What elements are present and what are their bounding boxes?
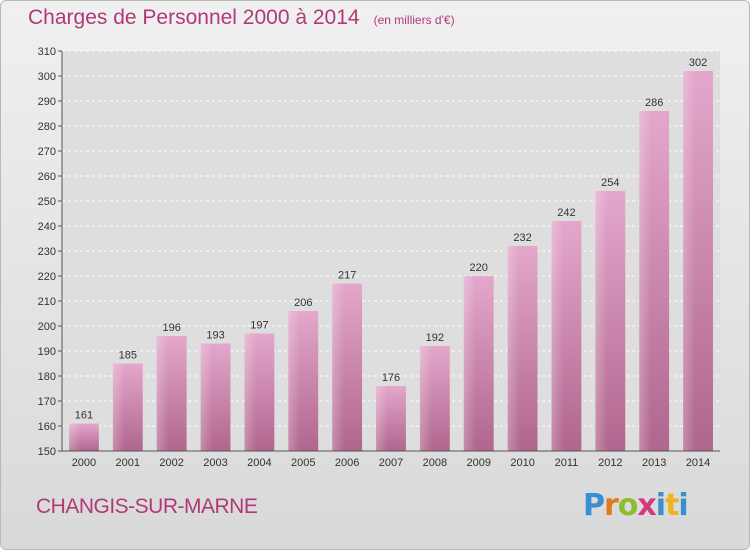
chart-title: Charges de Personnel 2000 à 2014 (en mill… [28, 6, 455, 30]
bar-value-label: 302 [689, 57, 707, 69]
x-tick-label: 2006 [335, 457, 359, 469]
x-tick-label: 2007 [379, 457, 403, 469]
bar-value-label: 206 [294, 297, 312, 309]
x-tick-label: 2011 [555, 457, 579, 469]
y-tick-label: 190 [38, 346, 56, 358]
x-tick-label: 2002 [159, 457, 183, 469]
x-tick-label: 2001 [116, 457, 140, 469]
bar-highlight [507, 246, 520, 451]
bar-highlight [332, 283, 345, 451]
bar-value-label: 193 [206, 330, 224, 342]
bar-value-label: 176 [382, 372, 400, 384]
x-tick-label: 2009 [466, 457, 490, 469]
commune-name: CHANGIS-SUR-MARNE [36, 495, 258, 518]
bar-value-label: 232 [513, 232, 531, 244]
bar-value-label: 217 [338, 270, 356, 282]
chart-title-text: Charges de Personnel 2000 à 2014 [28, 6, 360, 29]
proxiti-logo[interactable]: Proxiti [583, 488, 689, 523]
bar-value-label: 185 [119, 350, 137, 362]
bar-highlight [244, 333, 257, 451]
bar-highlight [200, 343, 213, 451]
bar-highlight [112, 363, 125, 451]
y-tick-label: 250 [38, 196, 56, 208]
y-tick-label: 310 [38, 46, 56, 58]
bar-highlight [595, 191, 608, 451]
x-tick-label: 2004 [247, 457, 271, 469]
bar-value-label: 286 [645, 97, 663, 109]
bar-highlight [376, 386, 389, 451]
bar-value-label: 220 [470, 262, 488, 274]
x-tick-label: 2003 [203, 457, 227, 469]
y-tick-label: 240 [38, 221, 56, 233]
bar-highlight [419, 346, 432, 451]
y-tick-label: 300 [38, 71, 56, 83]
bar-value-label: 242 [557, 207, 575, 219]
y-tick-label: 230 [38, 246, 56, 258]
x-tick-label: 2010 [510, 457, 534, 469]
x-tick-label: 2013 [642, 457, 666, 469]
bar-highlight [639, 111, 652, 451]
bar-highlight [683, 71, 696, 451]
bar-highlight [463, 276, 476, 451]
bar-value-label: 254 [601, 177, 619, 189]
x-axis: 2000 2001 2002 2003 2004 2005 2006 2007 2008 2009… [62, 450, 720, 469]
y-tick-label: 280 [38, 121, 56, 133]
y-tick-label: 260 [38, 171, 56, 183]
x-tick-label: 2005 [291, 457, 315, 469]
y-tick-label: 160 [38, 421, 56, 433]
x-tick-label: 2014 [686, 457, 710, 469]
x-tick-label: 2012 [598, 457, 622, 469]
y-tick-label: 170 [38, 396, 56, 408]
y-tick-label: 150 [38, 446, 56, 458]
y-axis: 150 160 170 180 190 200 210 220 230 240 250 260 270 2… [38, 46, 63, 458]
x-tick-label: 2008 [423, 457, 447, 469]
y-tick-label: 290 [38, 96, 56, 108]
bars: 161 185 196 193 197 206 217 176 192 220 232 242 254 2… [69, 57, 713, 451]
x-tick-label: 2000 [72, 457, 96, 469]
y-tick-label: 220 [38, 271, 56, 283]
bar-highlight [551, 221, 564, 451]
bar-value-label: 196 [162, 322, 180, 334]
y-tick-label: 210 [38, 296, 56, 308]
y-tick-label: 180 [38, 371, 56, 383]
bar-value-label: 161 [75, 410, 93, 422]
chart-subtitle: (en milliers d'€) [373, 13, 455, 27]
y-tick-label: 270 [38, 146, 56, 158]
bar-highlight [156, 336, 169, 451]
y-tick-label: 200 [38, 321, 56, 333]
bar-highlight [288, 311, 301, 451]
bar-value-label: 192 [426, 332, 444, 344]
bar-highlight [69, 423, 81, 451]
bar-value-label: 197 [250, 320, 268, 332]
